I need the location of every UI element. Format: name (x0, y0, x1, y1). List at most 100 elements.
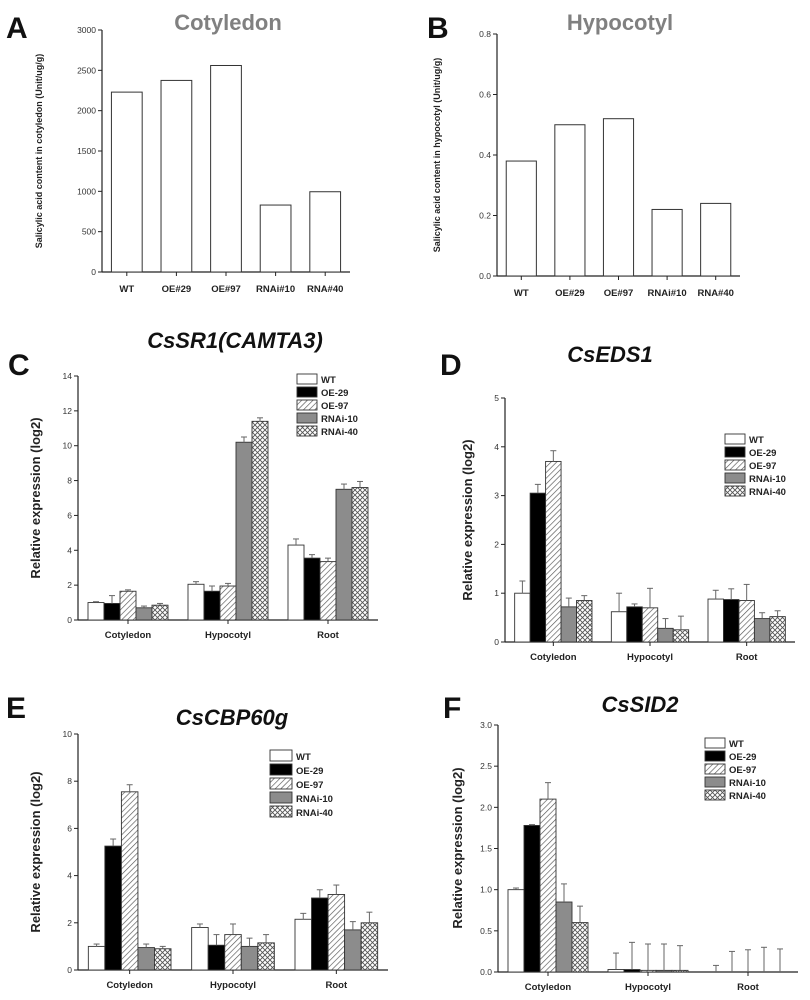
chart-panel-f: F CsSID2 0.0 0.5 1.0 1.5 2.0 2.5 3.0 Relative exp… (443, 692, 798, 993)
x-tick-label: RNAi#10 (256, 284, 295, 295)
y-tick-label: 10 (63, 729, 73, 739)
legend-swatch-rnai-10 (724, 472, 746, 484)
x-tick-label: OE#29 (555, 288, 585, 299)
legend-label-oe-29: OE-29 (749, 448, 776, 459)
y-tick-label: 1.5 (480, 844, 492, 854)
bar-oe-29 (554, 124, 586, 277)
bar-cotyledon-rnai-40 (154, 948, 172, 971)
bar-hypocotyl-wt (187, 583, 205, 621)
bar-root-oe-97 (738, 600, 755, 643)
bar-root-rnai-10 (344, 929, 362, 971)
legend-swatch-wt (704, 737, 726, 749)
y-tick-label: 8 (67, 776, 72, 786)
chart-panel-e: E CsCBP60g 0 2 4 6 8 10 Relative expression (log… (6, 692, 388, 991)
x-tick-label: WT (119, 284, 134, 295)
panel-letter: E (6, 692, 26, 725)
legend-label-rnai-10: RNAi-10 (321, 414, 358, 425)
legend-label-oe-97: OE-97 (729, 765, 756, 776)
bar-rnai-10 (259, 204, 292, 273)
bar-root-rnai-10 (753, 618, 771, 643)
bar-hypocotyl-wt (191, 927, 209, 971)
y-tick-label: 0.0 (480, 967, 492, 977)
x-tick-label: OE#97 (211, 284, 241, 295)
y-tick-label: 8 (67, 476, 72, 486)
bar-oe-97 (210, 64, 242, 273)
y-tick-label: 2.0 (480, 802, 492, 812)
x-tick-label: Cotyledon (530, 652, 577, 663)
y-tick-label: 10 (63, 441, 73, 451)
bar-hypocotyl-rnai-40 (672, 629, 690, 643)
legend: WT OE-29 OE-97 RNAi-10 RNAi-40 (704, 737, 766, 802)
legend-swatch-rnai-10 (269, 791, 293, 804)
bar-wt (505, 160, 537, 277)
legend-label-oe-97: OE-97 (749, 461, 776, 472)
y-axis-label: Relative expression (log2) (28, 417, 43, 578)
bar-hypocotyl-rnai-10 (657, 627, 674, 643)
bar-hypocotyl-rnai-40 (257, 942, 275, 971)
bar-cotyledon-oe-97 (545, 460, 562, 643)
y-tick-label: 2 (67, 580, 72, 590)
legend-swatch-rnai-40 (724, 485, 746, 497)
bar-cotyledon-oe-29 (104, 845, 122, 971)
bar-cotyledon-oe-29 (103, 602, 121, 621)
panel-letter: F (443, 692, 461, 725)
bar-cotyledon-oe-29 (529, 492, 547, 643)
legend-label-rnai-40: RNAi-40 (321, 427, 358, 438)
y-tick-label: 0.4 (479, 150, 491, 160)
y-tick-label: 12 (63, 406, 73, 416)
y-tick-label: 0 (67, 615, 72, 625)
x-tick-label: Root (736, 652, 758, 663)
bar-hypocotyl-oe-29 (623, 969, 641, 973)
chart-title: CsEDS1 (567, 342, 653, 367)
y-tick-label: 4 (67, 545, 72, 555)
legend-label-rnai-10: RNAi-10 (296, 794, 333, 805)
panel-letter: A (6, 12, 28, 45)
chart-panel-a: A Cotyledon 0 500 1000 1500 2000 2500 3000 Salicy… (6, 10, 350, 295)
bar-oe-97 (602, 118, 635, 277)
x-tick-label: Hypocotyl (627, 652, 673, 663)
legend-swatch-rnai-40 (296, 425, 318, 437)
bar-cotyledon-wt (514, 592, 531, 643)
y-tick-label: 0 (91, 267, 96, 277)
bar-hypocotyl-oe-97 (219, 585, 237, 621)
panel-letter: D (440, 349, 462, 382)
y-tick-label: 14 (63, 371, 73, 381)
bar-root-rnai-40 (360, 922, 379, 971)
legend-swatch-oe-97 (724, 459, 746, 471)
chart-title: Cotyledon (174, 10, 282, 35)
bar-rna-40 (309, 191, 342, 273)
bar-root-oe-29 (311, 897, 329, 971)
bar-root-wt (287, 544, 305, 621)
y-tick-label: 0.6 (479, 90, 491, 100)
legend-label-wt: WT (729, 739, 744, 750)
bar-root-wt (707, 598, 724, 643)
x-tick-label: OE#97 (604, 288, 634, 299)
legend-label-wt: WT (321, 375, 336, 386)
bar-hypocotyl-rnai-10 (655, 969, 673, 973)
bar-hypocotyl-wt (607, 969, 625, 973)
x-tick-label: OE#29 (162, 284, 192, 295)
y-tick-label: 6 (67, 823, 72, 833)
x-tick-label: WT (514, 288, 529, 299)
bar-hypocotyl-oe-97 (641, 607, 659, 643)
legend-swatch-oe-97 (296, 399, 318, 411)
chart-panel-c: C CsSR1(CAMTA3) 0 2 4 6 8 10 12 14 Relative expres… (8, 328, 378, 641)
y-tick-label: 0 (494, 637, 499, 647)
legend-label-rnai-40: RNAi-40 (296, 808, 333, 819)
y-tick-label: 2.5 (480, 761, 492, 771)
bar-cotyledon-rnai-10 (137, 947, 155, 971)
chart-panel-b: B Hypocotyl 0.0 0.2 0.4 0.6 0.8 Salicylic acid … (427, 10, 740, 299)
legend: WT OE-29 OE-97 RNAi-10 RNAi-40 (724, 433, 786, 498)
chart-title: CsSR1(CAMTA3) (147, 328, 323, 353)
y-tick-label: 3.0 (480, 720, 492, 730)
legend: WT OE-29 OE-97 RNAi-10 RNAi-40 (269, 749, 333, 819)
bar-hypocotyl-wt (610, 611, 628, 643)
legend-swatch-oe-97 (269, 777, 293, 790)
bar-rna-40 (700, 202, 732, 277)
bar-hypocotyl-rnai-40 (671, 969, 689, 973)
legend-label-oe-29: OE-29 (296, 766, 323, 777)
y-tick-label: 2 (67, 918, 72, 928)
bar-cotyledon-wt (87, 945, 106, 971)
bar-root-wt (294, 918, 312, 971)
